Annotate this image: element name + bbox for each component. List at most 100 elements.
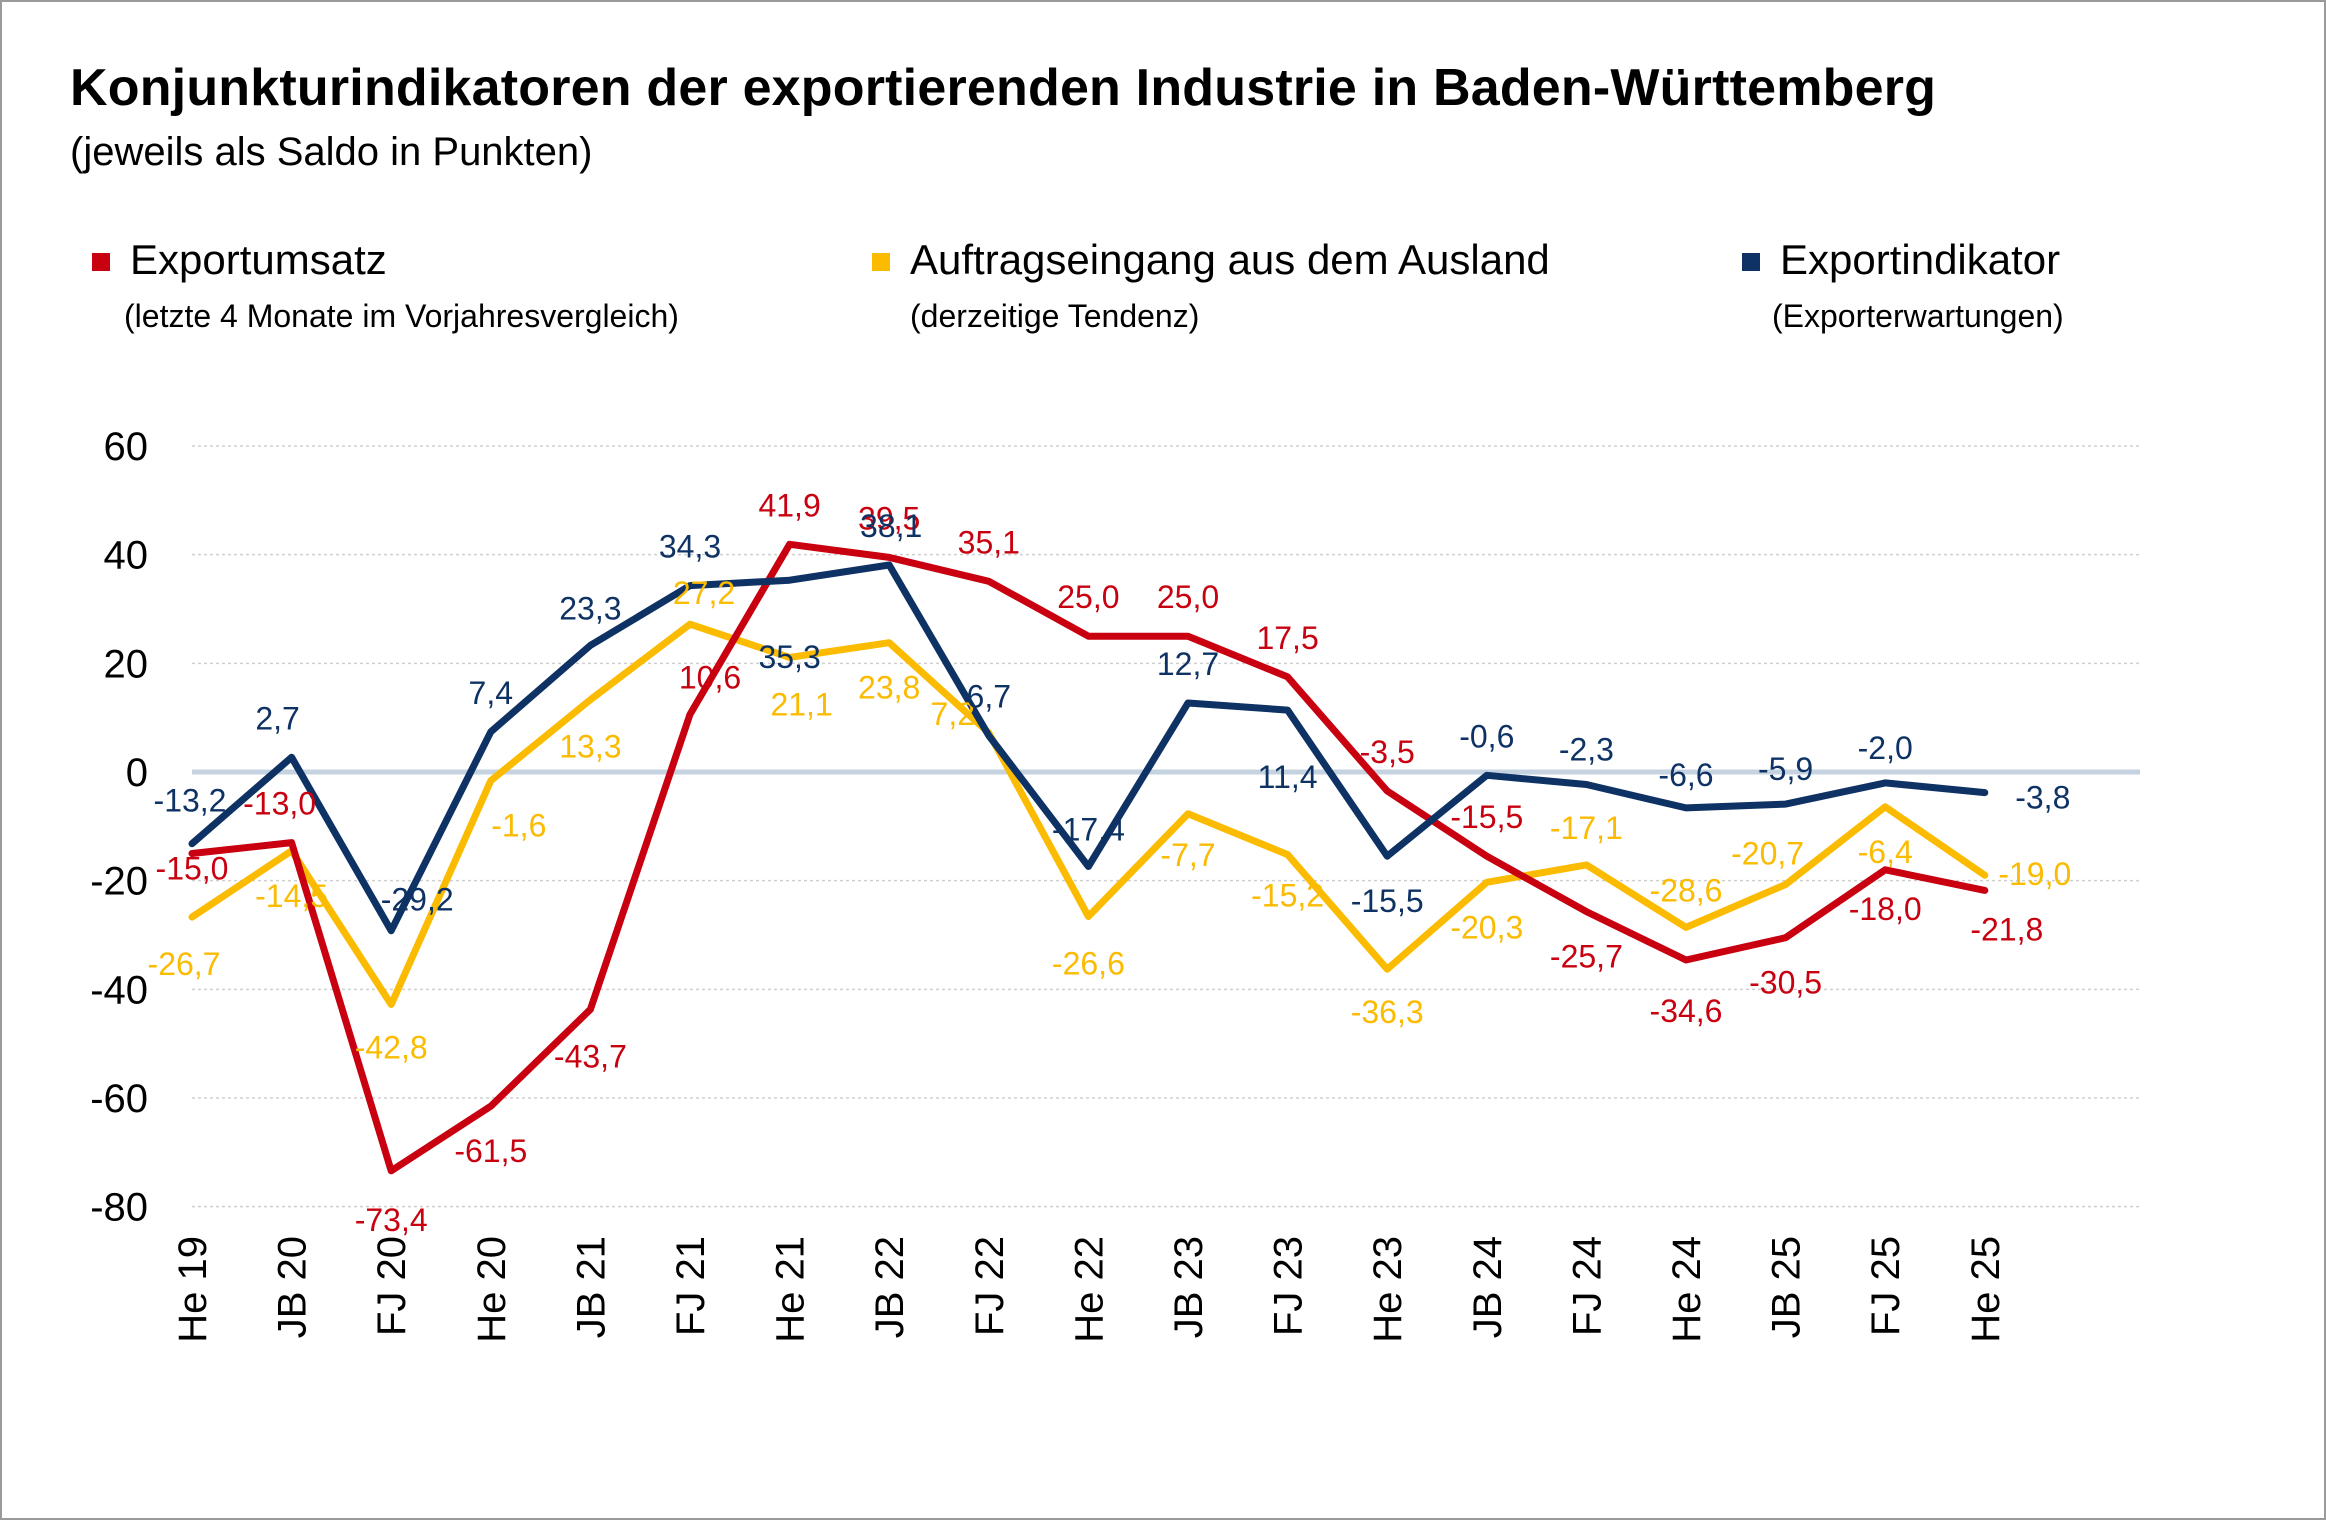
- data-label-auftragseingang: -20,7: [1731, 835, 1804, 871]
- chart-title: Konjunkturindikatoren der exportierenden…: [70, 59, 1937, 117]
- legend-item-exportumsatz: Exportumsatz (letzte 4 Monate im Vorjahr…: [92, 236, 679, 335]
- data-label-auftragseingang: 23,8: [858, 670, 920, 706]
- x-tick-label: He 21: [769, 1236, 813, 1343]
- data-label-exportumsatz: -43,7: [554, 1038, 627, 1074]
- data-label-auftragseingang: -26,6: [1052, 946, 1125, 982]
- x-tick-label: FJ 21: [669, 1236, 713, 1336]
- x-tick-label: FJ 20: [370, 1236, 414, 1336]
- data-label-exportindikator: -15,5: [1351, 883, 1424, 919]
- data-label-auftragseingang: -1,6: [491, 808, 546, 844]
- data-label-exportumsatz: -15,5: [1450, 799, 1523, 835]
- data-label-exportindikator: 7,4: [469, 675, 513, 711]
- data-label-exportumsatz: -34,6: [1650, 993, 1723, 1029]
- y-tick-label: 20: [104, 642, 149, 686]
- data-label-exportindikator: 23,3: [559, 590, 621, 626]
- x-tick-label: He 20: [470, 1236, 514, 1343]
- data-label-exportumsatz: 17,5: [1256, 620, 1318, 656]
- data-label-exportumsatz: -61,5: [454, 1133, 527, 1169]
- data-label-exportumsatz: -15,0: [156, 851, 229, 887]
- data-label-exportumsatz: 25,0: [1057, 579, 1119, 615]
- x-axis: He 19 JB 20 FJ 20 He 20 JB 21 FJ 21 He 21 JB 22…: [171, 1236, 2008, 1343]
- data-label-exportumsatz: -25,7: [1550, 939, 1623, 975]
- data-label-auftragseingang: -42,8: [355, 1030, 428, 1066]
- data-label-auftragseingang: -20,3: [1450, 909, 1523, 945]
- data-label-auftragseingang: -17,1: [1550, 810, 1623, 846]
- data-label-exportumsatz: -30,5: [1749, 965, 1822, 1001]
- x-tick-label: He 23: [1366, 1236, 1410, 1343]
- data-label-auftragseingang: -26,7: [148, 946, 221, 982]
- y-tick-label: -20: [90, 860, 148, 904]
- data-label-auftragseingang: -7,7: [1160, 837, 1215, 873]
- data-label-exportumsatz: 41,9: [758, 487, 820, 523]
- legend-swatch-exportindikator: [1742, 253, 1760, 271]
- data-label-exportindikator: -0,6: [1459, 718, 1514, 754]
- legend-swatch-auftragseingang: [872, 253, 890, 271]
- x-tick-label: FJ 22: [968, 1236, 1012, 1336]
- series-lines: [188, 540, 1989, 1175]
- legend-item-exportindikator: Exportindikator (Exporterwartungen): [1742, 236, 2064, 335]
- x-tick-label: He 25: [1964, 1236, 2008, 1343]
- data-label-exportindikator: -5,9: [1758, 751, 1813, 787]
- data-label-auftragseingang: -15,2: [1251, 878, 1324, 914]
- data-label-exportindikator: 11,4: [1258, 759, 1318, 795]
- data-label-exportindikator: -6,6: [1658, 757, 1713, 793]
- x-tick-label: He 22: [1067, 1236, 1111, 1343]
- legend-label-exportumsatz: Exportumsatz: [130, 236, 387, 283]
- y-tick-label: 0: [126, 751, 148, 795]
- data-label-exportumsatz: 10,6: [679, 659, 741, 695]
- data-label-auftragseingang: -6,4: [1858, 834, 1913, 870]
- data-label-auftragseingang: -36,3: [1351, 994, 1424, 1030]
- data-label-auftragseingang: 13,3: [559, 729, 621, 765]
- data-label-exportindikator: 38,1: [860, 508, 922, 544]
- data-label-exportumsatz: -18,0: [1849, 891, 1922, 927]
- data-label-exportumsatz: 35,1: [958, 524, 1020, 560]
- x-tick-label: FJ 25: [1864, 1236, 1908, 1336]
- data-label-exportindikator: 12,7: [1157, 646, 1219, 682]
- data-label-auftragseingang: -28,6: [1650, 872, 1723, 908]
- data-label-exportumsatz: -3,5: [1360, 734, 1415, 770]
- data-label-exportumsatz: 25,0: [1157, 579, 1219, 615]
- legend-note-exportindikator: (Exporterwartungen): [1772, 298, 2064, 334]
- legend-swatch-exportumsatz: [92, 253, 110, 271]
- y-tick-label: 60: [104, 425, 149, 469]
- data-label-exportindikator: -2,3: [1559, 731, 1614, 767]
- line-auftragseingang: [188, 620, 1989, 1008]
- data-label-auftragseingang: 27,2: [673, 575, 735, 611]
- y-tick-label: -80: [90, 1186, 148, 1230]
- data-labels: -15,0 -13,0 -73,4 -61,5 -43,7 10,6 41,9 39,5 35,…: [148, 487, 2072, 1237]
- data-label-exportindikator: 35,3: [758, 639, 820, 675]
- data-label-exportindikator: 6,7: [967, 679, 1011, 715]
- data-label-exportindikator: -17,4: [1052, 812, 1125, 848]
- x-tick-label: JB 25: [1765, 1236, 1809, 1338]
- x-tick-label: JB 24: [1466, 1236, 1510, 1338]
- data-label-auftragseingang: -14,5: [255, 878, 328, 914]
- data-label-auftragseingang: 21,1: [770, 686, 832, 722]
- x-tick-label: He 19: [171, 1236, 215, 1343]
- chart-subtitle: (jeweils als Saldo in Punkten): [70, 130, 593, 174]
- data-label-auftragseingang: 7,2: [931, 696, 975, 732]
- data-label-exportindikator: 34,3: [659, 529, 721, 565]
- x-tick-label: FJ 23: [1267, 1236, 1311, 1336]
- legend-note-exportumsatz: (letzte 4 Monate im Vorjahresvergleich): [124, 298, 679, 334]
- data-label-auftragseingang: -19,0: [1998, 856, 2071, 892]
- data-label-exportumsatz: 39,5: [858, 500, 920, 536]
- data-label-exportindikator: -2,0: [1858, 730, 1913, 766]
- line-exportumsatz: [188, 540, 1989, 1175]
- y-tick-label: -60: [90, 1077, 148, 1121]
- line-exportindikator: [188, 561, 1989, 935]
- x-tick-label: JB 20: [271, 1236, 315, 1338]
- data-label-exportumsatz: -73,4: [355, 1202, 428, 1238]
- data-label-exportindikator: -29,2: [381, 882, 454, 918]
- data-label-exportindikator: -13,2: [154, 783, 227, 819]
- x-tick-label: FJ 24: [1565, 1236, 1609, 1336]
- data-label-exportumsatz: -13,0: [243, 786, 316, 822]
- y-tick-label: 40: [104, 534, 149, 578]
- x-tick-label: JB 23: [1167, 1236, 1211, 1338]
- legend-label-auftragseingang: Auftragseingang aus dem Ausland: [910, 236, 1550, 283]
- x-tick-label: JB 21: [569, 1236, 613, 1338]
- data-label-exportindikator: 2,7: [255, 700, 299, 736]
- legend-label-exportindikator: Exportindikator: [1780, 236, 2061, 283]
- y-axis: 60 40 20 0 -20 -40 -60 -80: [90, 425, 148, 1230]
